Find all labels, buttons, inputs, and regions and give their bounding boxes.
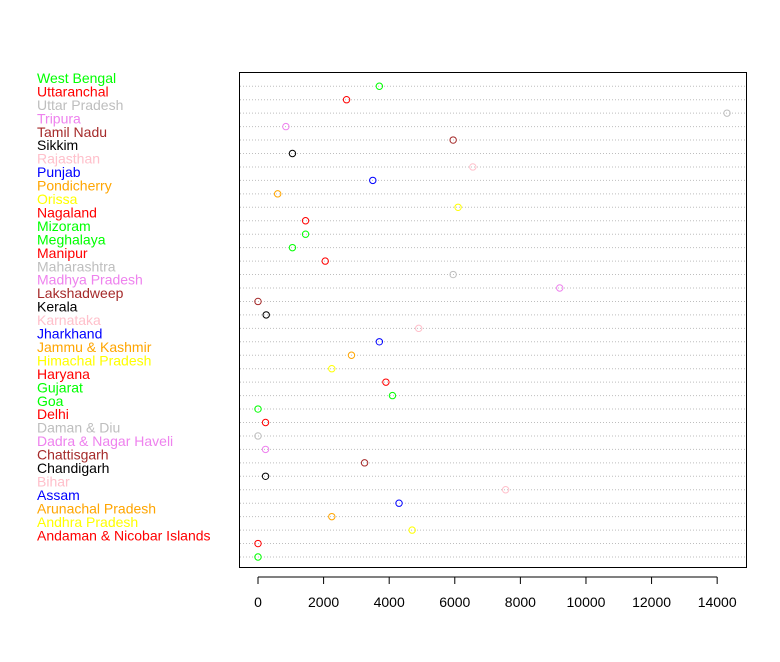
category-label: Daman & Diu: [37, 420, 120, 436]
data-point: [388, 391, 397, 400]
data-point: [395, 499, 403, 507]
data-point: [369, 176, 377, 185]
data-point: [382, 378, 390, 386]
data-point: [449, 270, 457, 279]
data-point: [556, 284, 564, 292]
data-point: [723, 109, 731, 117]
category-label: Karnataka: [37, 312, 101, 328]
x-tick-label: 2000: [308, 594, 339, 610]
category-label: Maharashtra: [37, 258, 116, 274]
data-point: [261, 418, 270, 427]
category-label: Jharkhand: [37, 326, 102, 342]
category-label: Assam: [37, 487, 80, 503]
x-tick-label: 0: [254, 594, 262, 610]
category-label: Arunachal Pradesh: [37, 500, 156, 516]
data-point: [301, 217, 310, 225]
data-point: [254, 539, 262, 548]
data-point: [449, 136, 457, 144]
category-label: Gujarat: [37, 379, 83, 395]
data-point: [375, 338, 384, 346]
category-label: Delhi: [37, 406, 69, 422]
data-point: [501, 486, 510, 494]
data-point: [288, 149, 297, 158]
category-label: Tripura: [37, 110, 81, 126]
category-label: Rajasthan: [37, 151, 100, 167]
data-point: [415, 324, 423, 333]
data-point: [282, 122, 290, 131]
data-point: [254, 297, 262, 306]
category-label: Dadra & Nagar Haveli: [37, 433, 173, 449]
data-point: [328, 512, 336, 521]
x-tick-label: 10000: [567, 594, 606, 610]
category-label: Manipur: [37, 245, 88, 261]
category-label: Uttar Pradesh: [37, 97, 123, 113]
category-label: West Bengal: [37, 70, 116, 86]
category-label: Punjab: [37, 164, 81, 180]
plot-frame: [239, 72, 747, 568]
category-label: Lakshadweep: [37, 285, 124, 301]
data-points: [254, 82, 731, 561]
x-tick-label: 4000: [374, 594, 405, 610]
category-label: Kerala: [37, 299, 78, 315]
category-label: Tamil Nadu: [37, 124, 107, 140]
data-point: [469, 163, 477, 171]
x-tick-label: 6000: [439, 594, 470, 610]
data-point: [262, 311, 270, 319]
category-label: Jammu & Kashmir: [37, 339, 152, 355]
category-label: Madhya Pradesh: [37, 272, 143, 288]
category-label: Bihar: [37, 473, 70, 489]
data-point: [454, 203, 462, 212]
category-label: Orissa: [37, 191, 78, 207]
data-point: [375, 82, 384, 90]
category-label: Goa: [37, 393, 64, 409]
category-label: Chandigarh: [37, 460, 109, 476]
data-point: [360, 459, 369, 467]
category-label: Andhra Pradesh: [37, 514, 138, 530]
data-point: [261, 472, 270, 480]
category-label: Mizoram: [37, 218, 91, 234]
category-label: Uttaranchal: [37, 83, 109, 99]
data-point: [254, 553, 262, 561]
data-point: [321, 257, 329, 265]
data-point: [408, 526, 416, 534]
grid-lines: [240, 85, 746, 558]
x-tick-label: 12000: [632, 594, 671, 610]
category-label: Meghalaya: [37, 231, 106, 247]
data-point: [328, 365, 336, 373]
data-point: [342, 96, 351, 104]
category-label: Himachal Pradesh: [37, 352, 151, 368]
category-label: Nagaland: [37, 204, 97, 220]
data-point: [254, 432, 262, 440]
category-label: Chattisgarh: [37, 447, 109, 463]
data-point: [288, 243, 297, 252]
data-point: [261, 445, 270, 454]
x-tick-label: 14000: [698, 594, 737, 610]
x-axis: 0 2000 4000 6000 8000 10000 12000 14000: [254, 576, 737, 610]
category-label: Pondicherry: [37, 178, 112, 194]
category-label: Sikkim: [37, 137, 78, 153]
category-label: Andaman & Nicobar Islands: [37, 527, 211, 543]
x-tick-label: 8000: [505, 594, 536, 610]
data-point: [254, 405, 262, 413]
data-point: [301, 230, 310, 238]
data-point: [347, 351, 356, 359]
category-label: Haryana: [37, 366, 90, 382]
data-point: [273, 190, 282, 198]
